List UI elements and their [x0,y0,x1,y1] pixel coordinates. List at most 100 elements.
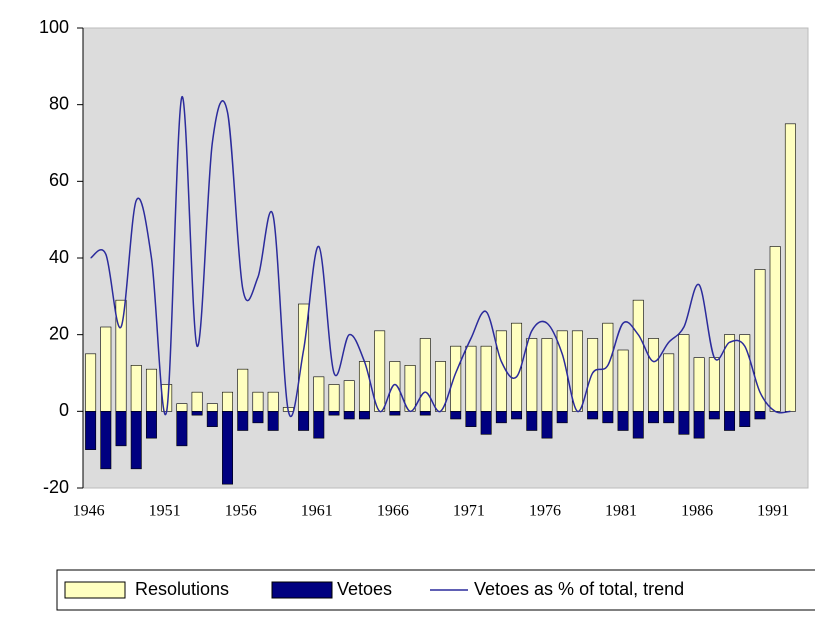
bar [708,357,720,412]
bar [648,411,659,424]
bar [191,411,203,416]
bar [602,411,614,424]
x-tick-label: 1956 [225,503,257,520]
x-tick-label: 1951 [149,503,181,520]
bar [130,365,142,412]
bar [115,411,127,447]
bar [298,411,310,431]
bar [587,338,599,412]
legend-swatch [64,581,126,599]
bar [693,357,705,412]
bar [541,411,553,439]
bar [130,411,142,470]
y-tick-label: 60 [49,170,69,190]
y-tick-label: -20 [43,477,69,497]
bar [237,411,249,431]
bar [450,411,462,420]
bar [206,411,218,427]
bar [678,334,690,412]
bar [328,384,340,412]
bar [435,361,446,412]
bar [784,123,796,412]
bar [480,345,492,412]
bar [632,411,644,439]
bar [145,368,157,412]
bar [495,411,507,424]
y-tick-label: 0 [59,400,69,420]
legend-label: Vetoes [337,579,392,599]
bar [587,411,599,420]
x-tick-label: 1966 [377,503,409,520]
bar [206,403,218,412]
x-tick-label: 1946 [73,503,105,520]
x-tick-label: 1981 [605,503,637,520]
bar [769,246,781,412]
bar [85,353,97,412]
bar [237,368,249,412]
bar [404,365,416,412]
bar [571,330,583,412]
bar [663,353,675,412]
x-tick-label: 1971 [453,503,485,520]
bar [419,338,431,412]
bar [358,411,370,420]
bar [222,391,233,412]
bar [374,330,386,412]
bar [648,338,659,412]
bar [511,411,523,420]
bar [602,322,614,412]
bar [313,376,325,412]
bar [267,411,279,431]
y-tick-label: 40 [49,247,69,267]
bar [313,411,325,439]
bar [708,411,720,420]
bar [191,391,203,412]
bar [343,380,355,412]
legend-swatch [271,581,333,599]
y-tick-label: 80 [49,93,69,113]
bar [450,345,462,412]
bar [693,411,705,439]
bar [389,411,401,416]
bar [267,391,279,412]
bar [465,411,477,427]
x-tick-label: 1986 [681,503,713,520]
bar [389,361,401,412]
bar [85,411,97,450]
bar [419,411,431,416]
bar [358,361,370,412]
bar [541,338,553,412]
x-tick-label: 1991 [757,503,789,520]
bar [100,326,112,412]
x-tick-label: 1976 [529,503,561,520]
bar [495,330,507,412]
bar [222,411,233,485]
bar [100,411,112,470]
bar [252,411,264,424]
x-tick-label: 1961 [301,503,333,520]
y-tick-label: 20 [49,323,69,343]
bar [632,299,644,412]
bar [145,411,157,439]
bar [724,411,736,431]
bar [754,411,766,420]
bar [739,411,751,427]
bar [465,345,477,412]
legend-label: Resolutions [135,579,229,599]
bar [678,411,690,435]
trend-line [90,96,791,418]
bar [343,411,355,420]
bar [480,411,492,435]
y-tick-label: 100 [39,17,69,37]
legend-label: Vetoes as % of total, trend [474,579,684,599]
bar [556,411,568,424]
bar [328,411,340,416]
bar [526,338,538,412]
bar [617,349,629,412]
bar [617,411,629,431]
bar [526,411,538,431]
bar [176,411,188,447]
bar [754,269,766,412]
bar [663,411,675,424]
